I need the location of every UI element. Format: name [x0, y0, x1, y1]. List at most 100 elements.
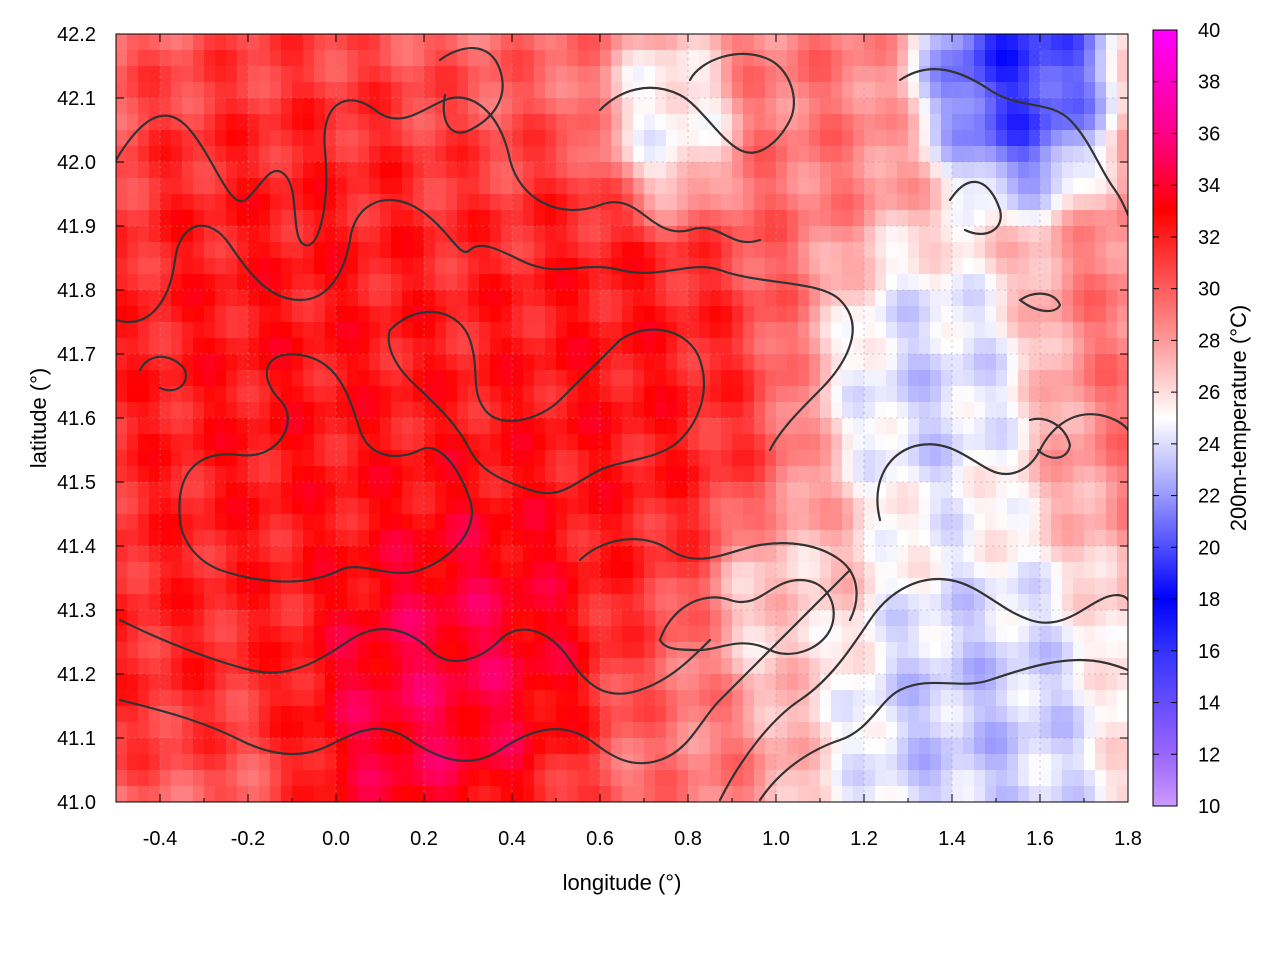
heatmap-cell	[413, 162, 425, 179]
heatmap-cell	[919, 338, 931, 355]
heatmap-cell	[402, 66, 414, 83]
heatmap-cell	[1084, 322, 1096, 339]
heatmap-cell	[358, 322, 370, 339]
heatmap-cell	[908, 466, 920, 483]
heatmap-cell	[886, 722, 898, 739]
heatmap-cell	[622, 258, 634, 275]
heatmap-cell	[237, 690, 249, 707]
heatmap-cell	[655, 226, 667, 243]
heatmap-cell	[270, 402, 282, 419]
heatmap-cell	[864, 402, 876, 419]
heatmap-cell	[930, 66, 942, 83]
heatmap-cell	[567, 386, 579, 403]
heatmap-cell	[116, 274, 128, 291]
heatmap-cell	[435, 594, 447, 611]
heatmap-cell	[787, 450, 799, 467]
heatmap-cell	[864, 226, 876, 243]
heatmap-cell	[215, 690, 227, 707]
heatmap-cell	[864, 434, 876, 451]
heatmap-cell	[292, 242, 304, 259]
heatmap-cell	[842, 114, 854, 131]
heatmap-cell	[1106, 210, 1118, 227]
heatmap-cell	[1040, 626, 1052, 643]
heatmap-cell	[215, 786, 227, 802]
heatmap-cell	[380, 370, 392, 387]
heatmap-cell	[710, 418, 722, 435]
heatmap-cell	[457, 562, 469, 579]
heatmap-cell	[1051, 546, 1063, 563]
heatmap-cell	[149, 626, 161, 643]
heatmap-cell	[413, 594, 425, 611]
heatmap-cell	[1051, 322, 1063, 339]
heatmap-cell	[380, 418, 392, 435]
heatmap-cell	[1073, 514, 1085, 531]
heatmap-cell	[930, 162, 942, 179]
heatmap-cell	[600, 114, 612, 131]
heatmap-cell	[754, 418, 766, 435]
heatmap-cell	[809, 754, 821, 771]
heatmap-cell	[369, 658, 381, 675]
heatmap-cell	[501, 770, 513, 787]
heatmap-cell	[732, 114, 744, 131]
heatmap-cell	[1040, 306, 1052, 323]
heatmap-cell	[1007, 274, 1019, 291]
heatmap-cell	[446, 114, 458, 131]
heatmap-cell	[523, 178, 535, 195]
heatmap-cell	[292, 770, 304, 787]
heatmap-cell	[237, 402, 249, 419]
heatmap-cell	[468, 770, 480, 787]
heatmap-cell	[182, 418, 194, 435]
heatmap-cell	[853, 402, 865, 419]
heatmap-cell	[1040, 354, 1052, 371]
heatmap-cell	[116, 402, 128, 419]
heatmap-cell	[435, 658, 447, 675]
heatmap-cell	[875, 466, 887, 483]
heatmap-cell	[1029, 210, 1041, 227]
heatmap-cell	[633, 690, 645, 707]
heatmap-cell	[721, 226, 733, 243]
heatmap-cell	[732, 402, 744, 419]
heatmap-cell	[1095, 34, 1107, 51]
heatmap-cell	[347, 658, 359, 675]
heatmap-cell	[1106, 274, 1118, 291]
heatmap-cell	[226, 146, 238, 163]
heatmap-cell	[446, 306, 458, 323]
heatmap-cell	[644, 146, 656, 163]
heatmap-cell	[1051, 146, 1063, 163]
heatmap-cell	[556, 322, 568, 339]
heatmap-cell	[138, 290, 150, 307]
heatmap-cell	[732, 306, 744, 323]
heatmap-cell	[578, 98, 590, 115]
heatmap-cell	[886, 178, 898, 195]
heatmap-cell	[600, 370, 612, 387]
heatmap-cell	[963, 418, 975, 435]
heatmap-cell	[424, 290, 436, 307]
heatmap-cell	[1095, 594, 1107, 611]
heatmap-cell	[347, 290, 359, 307]
heatmap-cell	[787, 610, 799, 627]
heatmap-cell	[985, 258, 997, 275]
heatmap-cell	[677, 210, 689, 227]
heatmap-cell	[479, 194, 491, 211]
heatmap-cell	[149, 450, 161, 467]
heatmap-cell	[644, 594, 656, 611]
heatmap-cell	[336, 466, 348, 483]
heatmap-cell	[710, 98, 722, 115]
heatmap-cell	[380, 626, 392, 643]
heatmap-cell	[897, 482, 909, 499]
heatmap-cell	[1029, 418, 1041, 435]
heatmap-cell	[424, 610, 436, 627]
heatmap-cell	[875, 514, 887, 531]
heatmap-cell	[622, 706, 634, 723]
heatmap-cell	[391, 178, 403, 195]
heatmap-cell	[655, 82, 667, 99]
heatmap-cell	[754, 786, 766, 802]
heatmap-cell	[314, 690, 326, 707]
heatmap-cell	[1062, 674, 1074, 691]
heatmap-cell	[435, 610, 447, 627]
heatmap-cell	[754, 66, 766, 83]
heatmap-cell	[798, 226, 810, 243]
heatmap-cell	[226, 386, 238, 403]
heatmap-cell	[160, 274, 172, 291]
heatmap-cell	[303, 450, 315, 467]
